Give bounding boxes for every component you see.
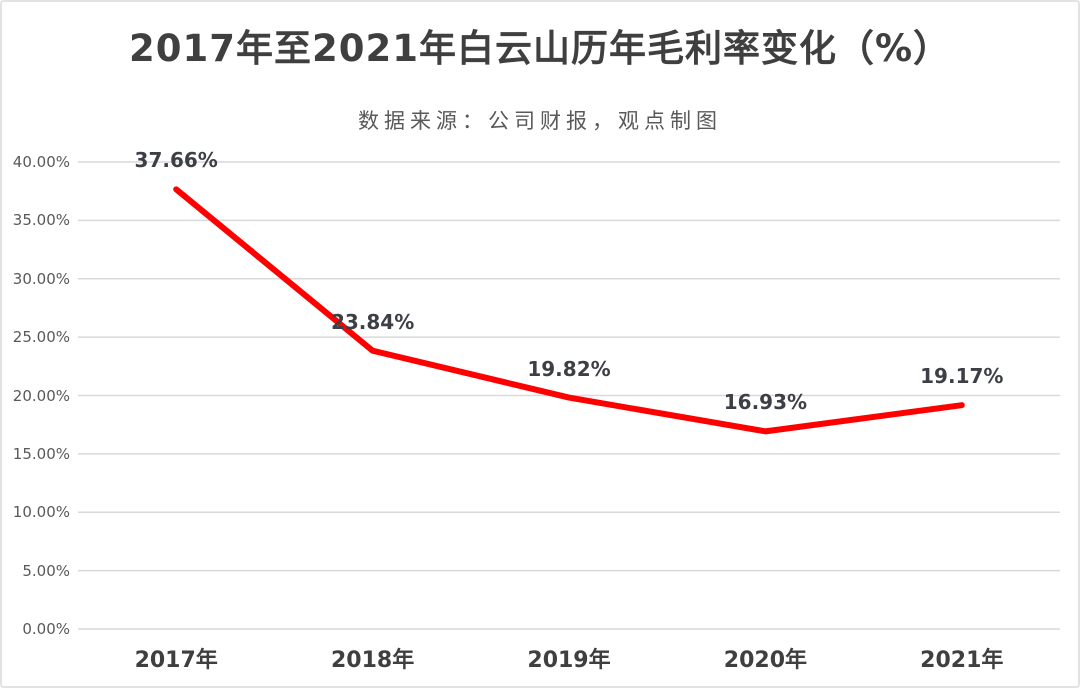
- data-point-label: 23.84%: [330, 309, 415, 334]
- chart-subtitle: 数据来源：公司财报，观点制图: [358, 109, 722, 133]
- y-tick-label: 0.00%: [22, 620, 70, 638]
- data-point-label: 16.93%: [723, 390, 808, 415]
- y-tick-label: 10.00%: [12, 503, 70, 522]
- y-tick-label: 35.00%: [12, 211, 70, 230]
- y-tick-label: 40.00%: [12, 153, 70, 171]
- x-axis-label: 2017年: [134, 648, 218, 673]
- trend-line: [173, 186, 965, 435]
- x-axis-label: 2019年: [527, 648, 611, 673]
- x-axis-label: 2018年: [330, 648, 415, 673]
- y-tick-label: 25.00%: [12, 328, 70, 347]
- data-point-label: 19.82%: [527, 356, 611, 381]
- data-point-label: 19.17%: [920, 364, 1004, 389]
- y-tick-label: 20.00%: [12, 386, 70, 405]
- gridlines: [78, 161, 1060, 630]
- chart-title: 2017年至2021年白云山历年毛利率变化（%）: [128, 27, 952, 70]
- y-tick-label: 15.00%: [12, 444, 70, 463]
- y-tick-label: 5.00%: [22, 561, 70, 580]
- y-tick-label: 30.00%: [12, 269, 70, 288]
- data-point-label: 37.66%: [134, 148, 218, 173]
- x-axis-label: 2021年: [920, 648, 1004, 673]
- x-axis-label: 2020年: [723, 648, 808, 673]
